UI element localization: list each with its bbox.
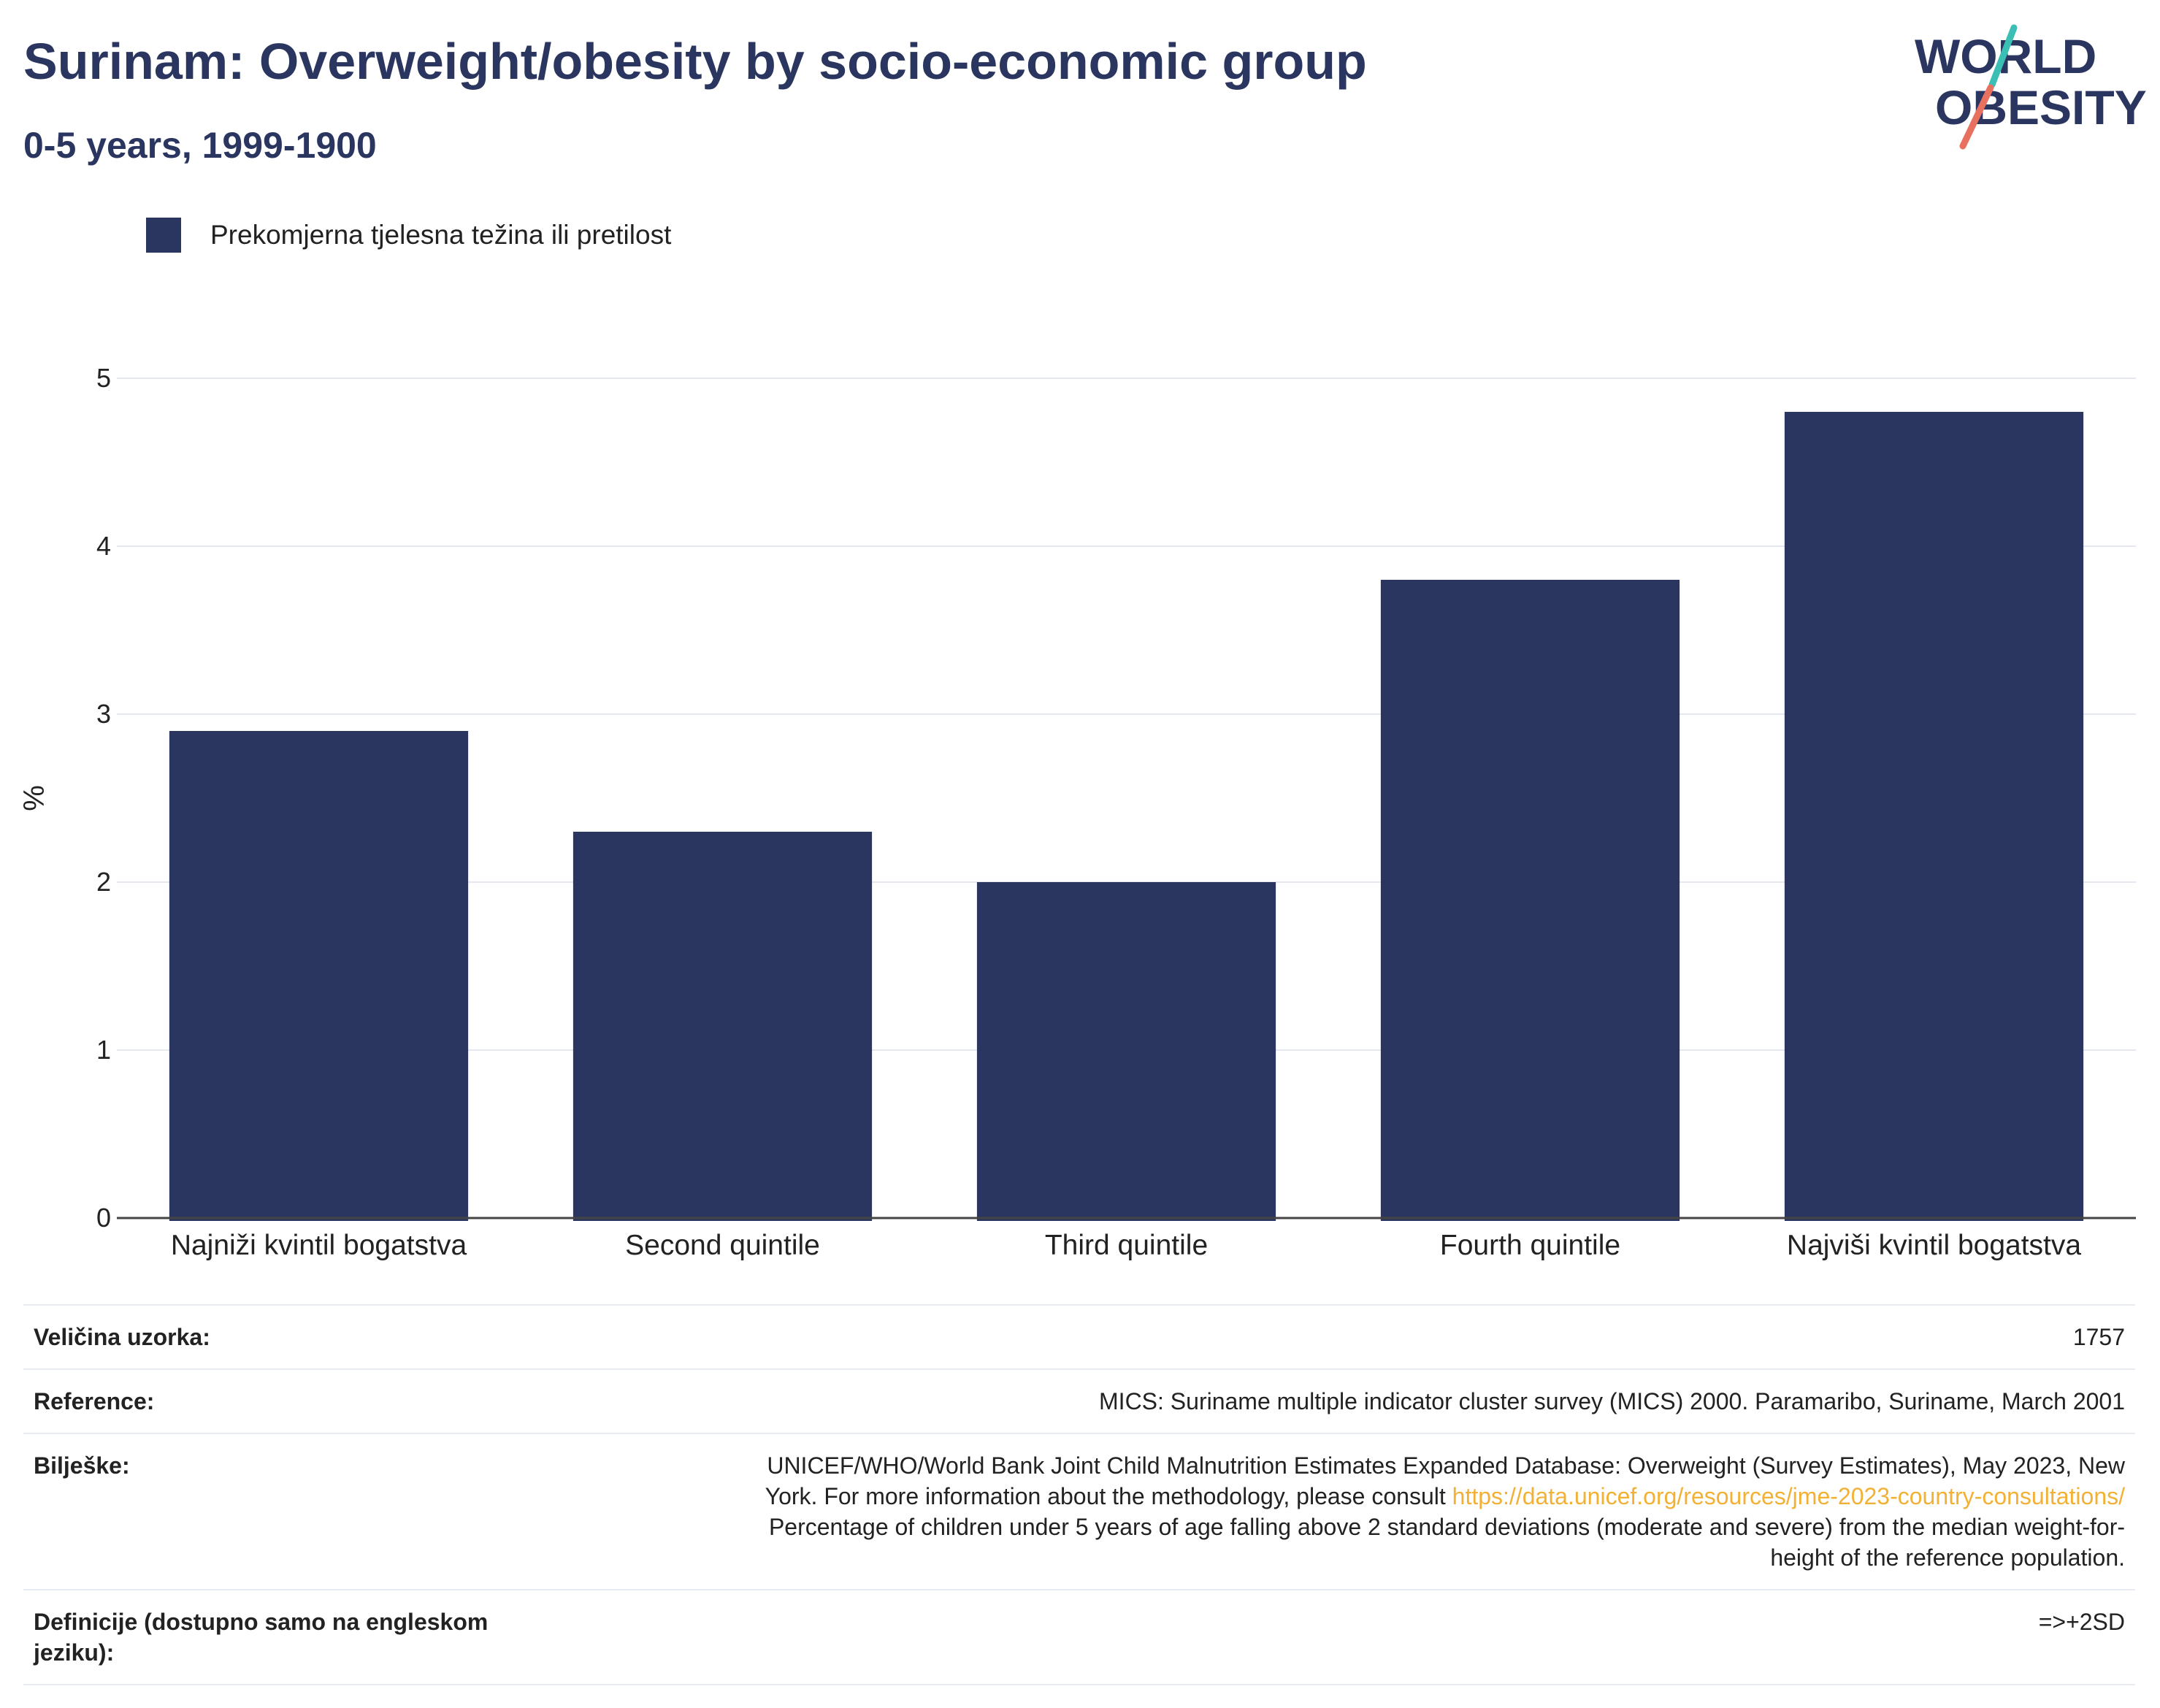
reference-value: MICS: Suriname multiple indicator cluste… xyxy=(555,1368,2135,1433)
notes-link[interactable]: https://data.unicef.org/resources/jme-20… xyxy=(1452,1483,2125,1509)
bar[interactable] xyxy=(976,882,1276,1221)
y-tick-label: 0 xyxy=(96,1203,111,1233)
bar-chart: 0 1 2 3 4 5 Najniži kvintil bogatstva Second q… xyxy=(18,363,2136,1261)
definitions-label: Definicije (dostupno samo na engleskom j… xyxy=(23,1589,555,1685)
x-tick-label: Najviši kvintil bogatstva xyxy=(1787,1230,2081,1261)
bar[interactable] xyxy=(572,832,873,1221)
logo-slash-coral xyxy=(1959,84,1994,150)
bar[interactable] xyxy=(1380,580,1680,1221)
sample-value: 1757 xyxy=(555,1304,2135,1369)
notes-value: UNICEF/WHO/World Bank Joint Child Malnut… xyxy=(555,1433,2135,1590)
info-table: Veličina uzorka: 1757 Reference: MICS: S… xyxy=(23,1304,2135,1685)
notes-line-4: height of the reference population. xyxy=(1770,1544,2125,1571)
x-tick-label: Fourth quintile xyxy=(1440,1230,1620,1261)
bar[interactable] xyxy=(1784,412,2084,1221)
y-tick-label: 2 xyxy=(96,867,111,897)
notes-line-1: UNICEF/WHO/World Bank Joint Child Malnut… xyxy=(767,1452,2125,1479)
notes-line-2: York. For more information about the met… xyxy=(765,1483,1446,1509)
y-tick-label: 5 xyxy=(96,363,111,393)
y-tick-labels: 0 1 2 3 4 5 xyxy=(96,363,111,1233)
y-tick-label: 1 xyxy=(96,1035,111,1065)
info-row-reference: Reference: MICS: Suriname multiple indic… xyxy=(23,1368,2135,1433)
reference-label: Reference: xyxy=(23,1368,555,1433)
x-tick-label: Najniži kvintil bogatstva xyxy=(171,1230,467,1261)
legend-swatch xyxy=(146,218,181,253)
info-row-definitions: Definicije (dostupno samo na engleskom j… xyxy=(23,1589,2135,1685)
world-obesity-logo: WORLD OBESITY xyxy=(1915,24,2147,150)
bar[interactable] xyxy=(169,731,469,1221)
chart-subtitle: 0-5 years, 1999-1900 xyxy=(23,125,377,166)
notes-line-3: Percentage of children under 5 years of … xyxy=(768,1514,2125,1540)
sample-label: Veličina uzorka: xyxy=(23,1304,555,1369)
bars xyxy=(169,412,2084,1221)
y-tick-label: 3 xyxy=(96,699,111,729)
notes-label: Bilješke: xyxy=(23,1433,555,1590)
info-row-sample: Veličina uzorka: 1757 xyxy=(23,1304,2135,1369)
legend-label: Prekomjerna tjelesna težina ili pretilos… xyxy=(210,220,672,250)
chart-legend[interactable]: Prekomjerna tjelesna težina ili pretilos… xyxy=(146,218,671,253)
chart-title: Surinam: Overweight/obesity by socio-eco… xyxy=(23,33,1367,90)
y-axis-title: % xyxy=(18,785,50,811)
x-tick-label: Second quintile xyxy=(625,1230,820,1261)
logo-slash-teal xyxy=(1988,24,2018,88)
info-row-notes: Bilješke: UNICEF/WHO/World Bank Joint Ch… xyxy=(23,1433,2135,1590)
definitions-value: =>+2SD xyxy=(555,1589,2135,1685)
x-tick-labels: Najniži kvintil bogatstva Second quintile… xyxy=(171,1230,2082,1261)
y-tick-label: 4 xyxy=(96,531,111,561)
x-tick-label: Third quintile xyxy=(1045,1230,1208,1261)
